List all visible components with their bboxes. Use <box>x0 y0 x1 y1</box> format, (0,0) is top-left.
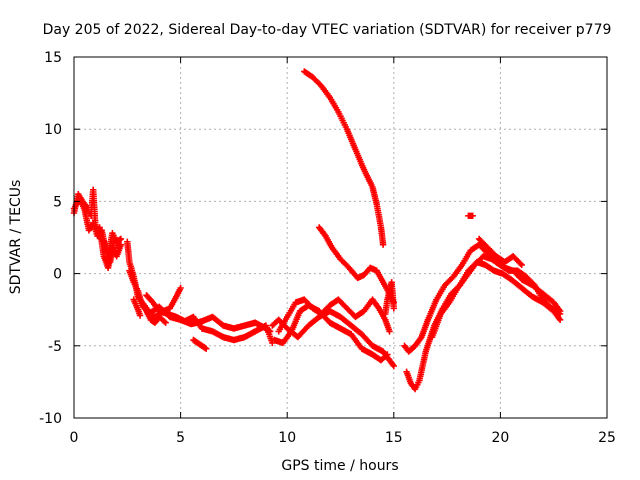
data-point-markers <box>301 68 387 248</box>
series-arc-3 <box>96 224 125 271</box>
series-arc-8 <box>130 296 144 319</box>
series-arc-10 <box>269 307 397 370</box>
y-tick-label: 0 <box>53 267 62 283</box>
x-tick-label: 5 <box>176 430 185 446</box>
y-tick-label: -5 <box>48 339 62 355</box>
series-arc-15 <box>382 279 397 318</box>
axis-ticks: 0 5 10 15 20 25 -10 -5 0 5 10 15 <box>39 50 616 446</box>
data-point-markers <box>429 253 564 341</box>
y-tick-label: 5 <box>53 194 62 210</box>
data-point-markers <box>275 296 393 335</box>
series-arc-9 <box>190 336 210 352</box>
data-point-markers <box>475 235 525 269</box>
data-point-markers <box>190 336 210 352</box>
data-point-markers <box>143 292 276 347</box>
x-tick-label: 0 <box>70 430 79 446</box>
x-tick-label: 25 <box>598 430 616 446</box>
chart-title: Day 205 of 2022, Sidereal Day-to-day VTE… <box>43 22 612 38</box>
series-arc-12 <box>275 296 393 335</box>
x-tick-label: 15 <box>385 430 403 446</box>
data-point-markers <box>141 303 169 326</box>
data-point-markers <box>269 307 397 370</box>
series-arc-18 <box>429 253 564 341</box>
grid-lines <box>74 57 607 418</box>
data-series <box>70 68 564 393</box>
data-point-markers <box>465 212 476 219</box>
y-axis-label: SDTVAR / TECUs <box>8 180 24 295</box>
x-tick-label: 10 <box>278 430 296 446</box>
data-point-markers <box>130 296 144 319</box>
y-tick-label: 10 <box>44 122 62 138</box>
plot-frame <box>73 56 608 419</box>
series-arc-7 <box>141 303 169 326</box>
series-arc-19 <box>465 212 476 219</box>
series-arc-6 <box>143 292 276 347</box>
series-arc-13 <box>301 68 387 248</box>
y-tick-label: 15 <box>44 50 62 66</box>
series-arc-20 <box>475 235 525 269</box>
x-tick-label: 20 <box>491 430 509 446</box>
x-axis-label: GPS time / hours <box>281 458 398 474</box>
data-point-markers <box>96 224 125 271</box>
y-tick-label: -10 <box>39 411 62 427</box>
data-point-markers <box>382 279 397 318</box>
